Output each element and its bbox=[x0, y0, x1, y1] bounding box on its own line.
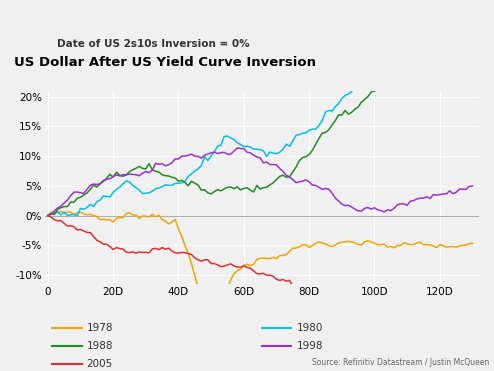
Text: 1980: 1980 bbox=[296, 324, 323, 333]
Text: Date of US 2s10s Inversion = 0%: Date of US 2s10s Inversion = 0% bbox=[57, 39, 249, 49]
Text: 1988: 1988 bbox=[86, 341, 113, 351]
Text: 1998: 1998 bbox=[296, 341, 323, 351]
Text: 2005: 2005 bbox=[86, 359, 113, 369]
Text: Source: Refinitiv Datastream / Justin McQueen: Source: Refinitiv Datastream / Justin Mc… bbox=[312, 358, 489, 367]
Text: US Dollar After US Yield Curve Inversion: US Dollar After US Yield Curve Inversion bbox=[14, 56, 316, 69]
Text: 1978: 1978 bbox=[86, 324, 113, 333]
